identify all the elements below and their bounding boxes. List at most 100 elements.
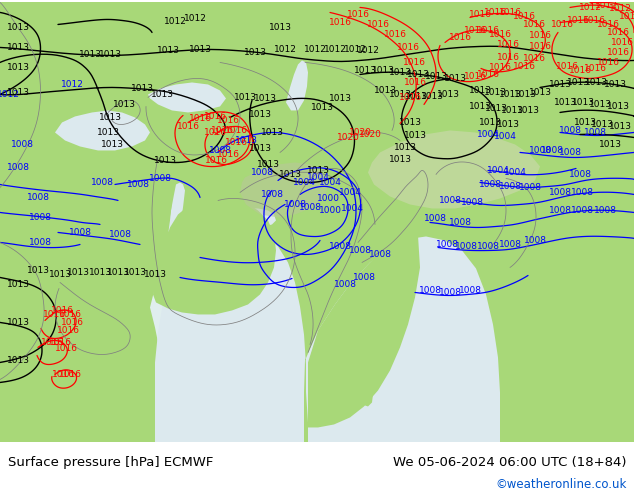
Text: 1016: 1016 [188,114,212,123]
Text: 1008: 1008 [498,182,522,191]
Text: 1013: 1013 [249,110,271,119]
Text: 1013: 1013 [112,100,136,109]
Text: 1013: 1013 [553,98,576,107]
Text: 1013: 1013 [514,90,536,99]
Text: 1016: 1016 [555,62,578,71]
Text: 1013: 1013 [567,78,590,87]
Text: 1013: 1013 [243,48,266,57]
Text: 1008: 1008 [477,242,500,251]
Text: 1013: 1013 [389,155,411,164]
Text: 1016: 1016 [347,10,370,19]
Text: 1016: 1016 [463,26,486,35]
Text: 1013: 1013 [278,170,302,179]
Text: 1008: 1008 [571,188,593,197]
Text: 1013: 1013 [101,140,124,149]
Text: 1008: 1008 [479,180,501,189]
Text: 1013: 1013 [233,93,257,102]
Text: 1008: 1008 [108,230,131,239]
Text: 1008: 1008 [353,273,375,282]
Text: 1008: 1008 [68,228,91,237]
Polygon shape [286,60,308,110]
Text: 1016: 1016 [51,306,74,315]
Text: 1000: 1000 [316,194,339,203]
Text: 1013: 1013 [571,98,595,107]
Text: 1013: 1013 [67,268,89,277]
Text: 1008: 1008 [529,146,552,155]
Text: 1016: 1016 [366,20,389,29]
Text: 1016: 1016 [529,31,552,40]
Polygon shape [148,82,226,113]
Text: 1013: 1013 [6,318,30,327]
Text: 1012: 1012 [61,80,84,89]
Polygon shape [410,277,492,442]
Text: 1016: 1016 [58,310,82,319]
Text: 1013: 1013 [389,90,411,99]
Text: 1013: 1013 [6,63,30,72]
Polygon shape [240,163,328,218]
Text: 1016: 1016 [176,122,200,131]
Text: 1013: 1013 [306,166,330,175]
Text: 1016: 1016 [55,344,77,353]
Text: 1013: 1013 [484,104,507,113]
Text: 1016: 1016 [522,54,545,63]
Text: 1016: 1016 [448,33,472,42]
Text: 1013: 1013 [372,66,394,75]
Text: 1016: 1016 [498,8,522,17]
Text: 1004: 1004 [477,130,500,139]
Text: 1004: 1004 [486,166,510,175]
Text: 1013: 1013 [249,144,271,153]
Text: 1016: 1016 [48,338,72,347]
Polygon shape [55,110,150,150]
Text: 1013: 1013 [425,72,448,81]
Text: 1013: 1013 [143,270,167,279]
Text: 1013: 1013 [150,90,174,99]
Text: Surface pressure [hPa] ECMWF: Surface pressure [hPa] ECMWF [8,456,213,468]
Text: 1008: 1008 [458,286,481,295]
Text: 1004: 1004 [340,204,363,213]
Text: 1016: 1016 [204,112,226,121]
Text: 1013: 1013 [500,106,524,115]
Text: 1008: 1008 [11,140,34,149]
Polygon shape [168,279,222,293]
Text: ©weatheronline.co.uk: ©weatheronline.co.uk [495,478,626,490]
Text: 1013: 1013 [153,156,176,165]
Text: 1000: 1000 [318,206,342,215]
Polygon shape [368,130,540,208]
Text: 1016: 1016 [403,58,425,67]
Text: 1013: 1013 [6,23,30,32]
Text: 1013: 1013 [479,118,501,127]
Text: 1013: 1013 [403,131,427,140]
Text: 1016: 1016 [477,26,500,35]
Text: 1008: 1008 [559,126,581,135]
Text: 1013: 1013 [529,88,552,97]
Text: 1016: 1016 [469,10,491,19]
Polygon shape [162,182,185,277]
Text: 1013: 1013 [235,136,257,145]
Polygon shape [150,247,302,442]
Text: 1016: 1016 [567,16,590,25]
Text: 1013: 1013 [484,88,507,97]
Text: 1008: 1008 [333,280,356,289]
Text: 1016: 1016 [42,310,65,319]
Text: 1008: 1008 [436,240,458,249]
Text: 1008: 1008 [460,198,484,207]
Text: 1013: 1013 [48,270,72,279]
Text: 1008: 1008 [439,288,462,297]
Text: 1016: 1016 [496,53,519,62]
Text: 1004: 1004 [503,168,526,177]
Text: 1016: 1016 [529,42,552,51]
Text: 1008: 1008 [29,213,51,222]
Polygon shape [240,208,276,226]
Text: 1016: 1016 [41,338,63,347]
Polygon shape [358,387,373,407]
Text: 1008: 1008 [209,146,231,155]
Text: 1013: 1013 [79,50,101,59]
Text: 1008: 1008 [127,180,150,189]
Text: 1016: 1016 [399,93,422,102]
Text: 1013: 1013 [590,120,614,129]
Text: 1012: 1012 [595,1,618,10]
Text: 1008: 1008 [524,236,547,245]
Text: 1012: 1012 [619,12,634,21]
Text: 1013: 1013 [89,268,112,277]
Text: 1016: 1016 [597,58,619,67]
